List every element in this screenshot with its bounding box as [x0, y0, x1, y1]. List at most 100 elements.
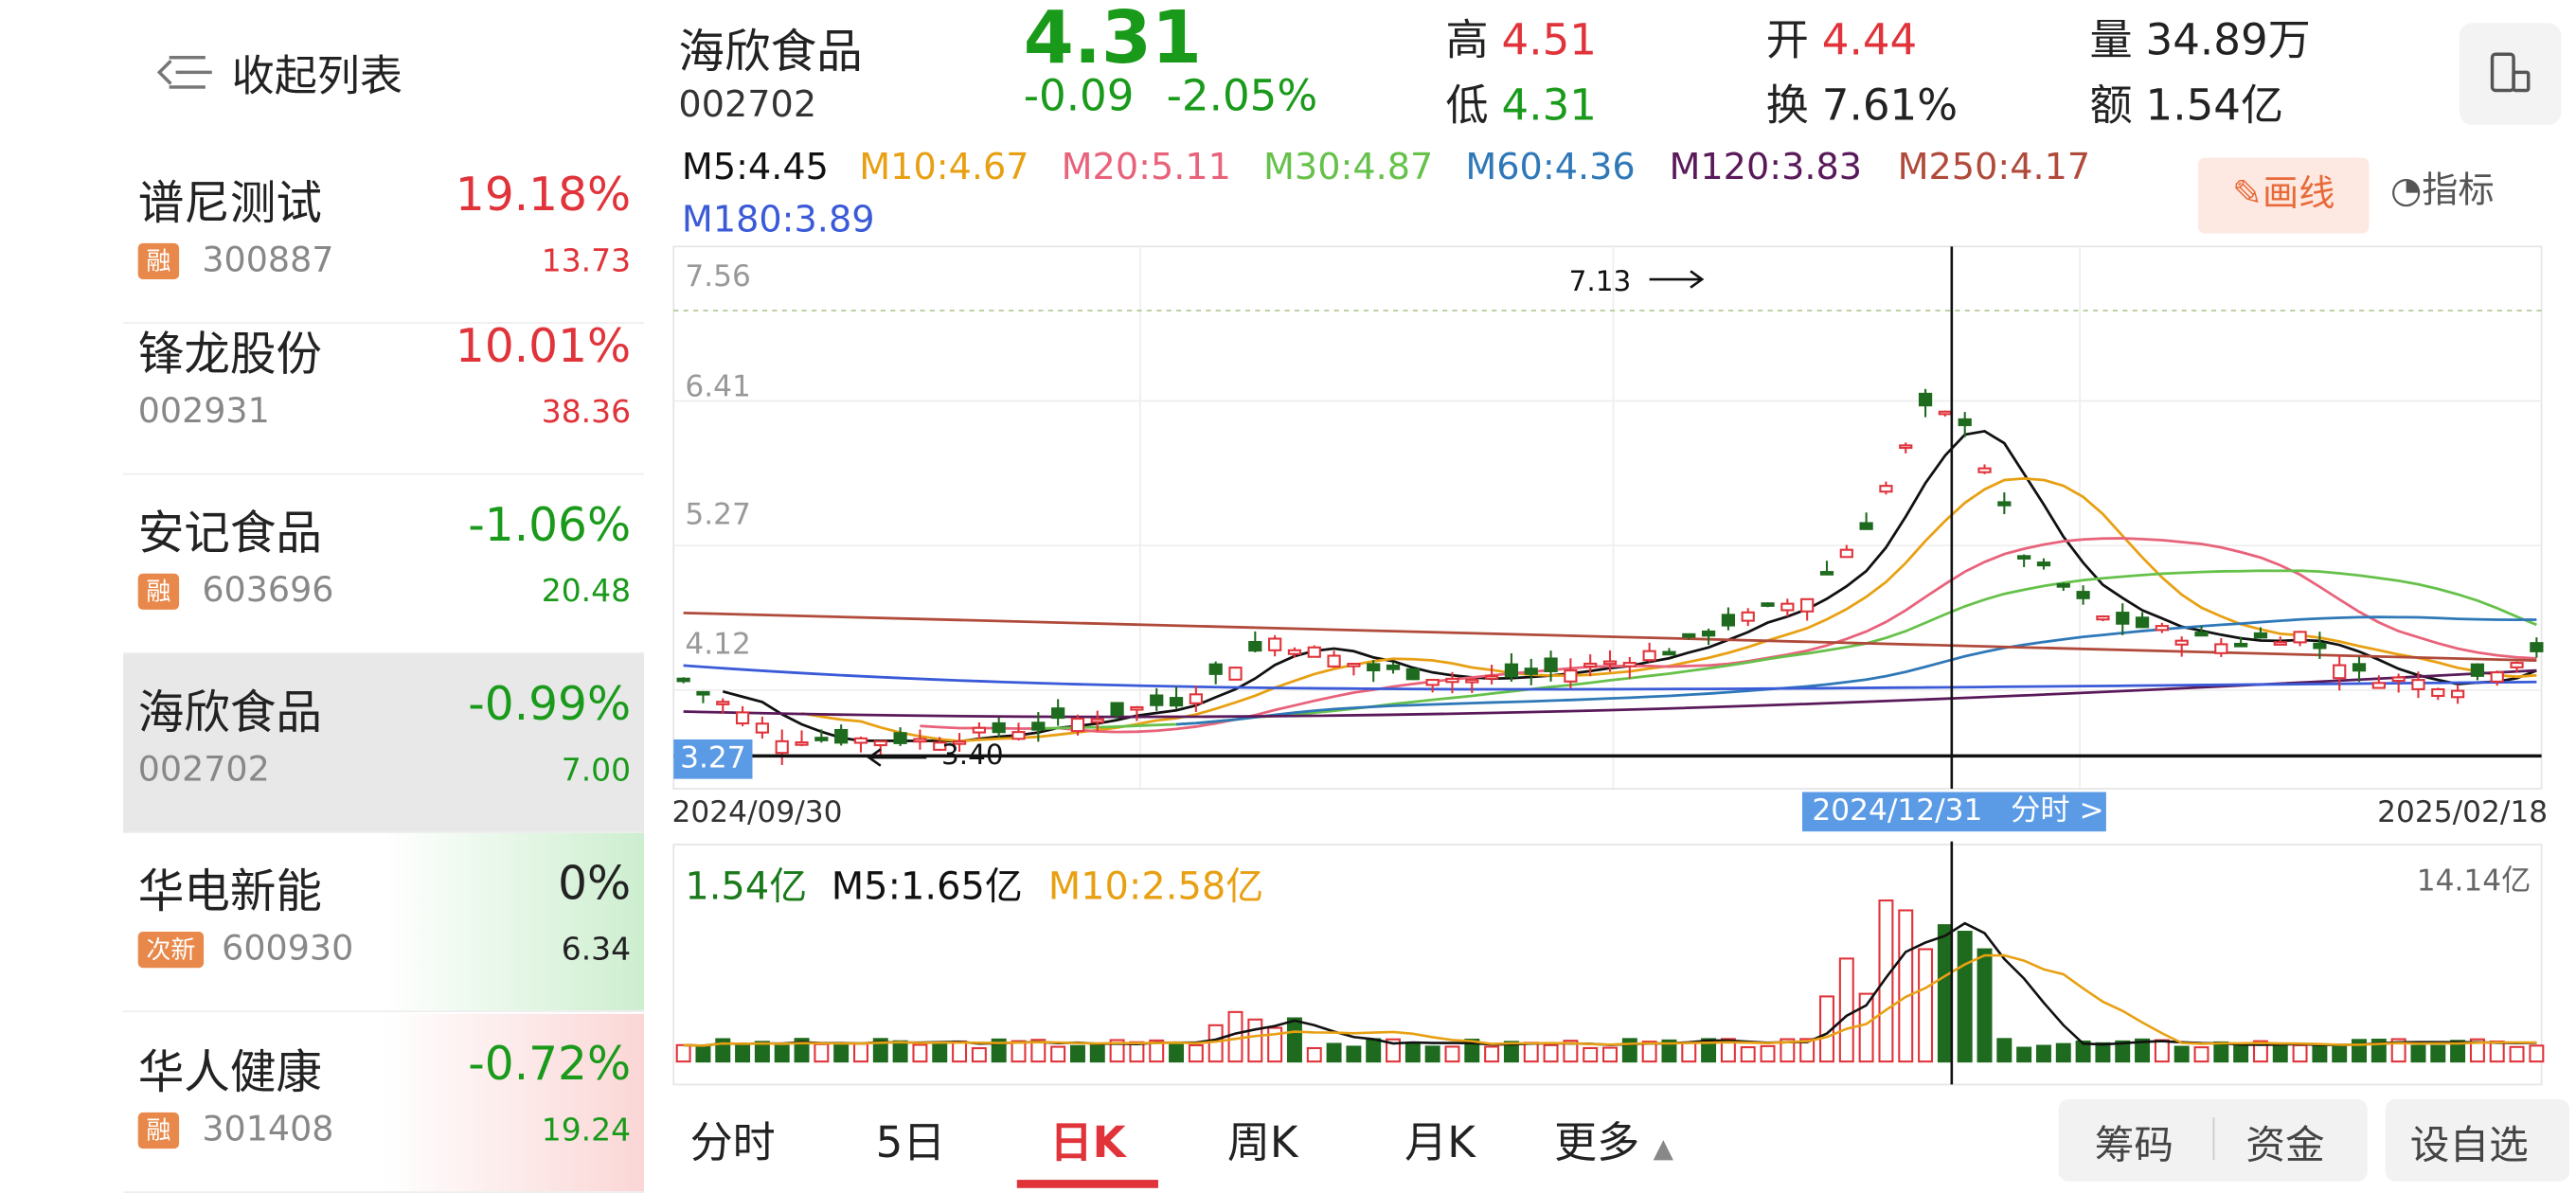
stock-name: 海欣食品	[137, 685, 323, 739]
volume-bar	[1937, 924, 1953, 1063]
candle-body	[755, 722, 770, 734]
candle-body	[1287, 649, 1302, 655]
candle-body	[2214, 643, 2228, 654]
volume-frame	[672, 844, 2543, 1086]
candle-body	[1405, 668, 1420, 681]
add-watchlist-button[interactable]: 设自选	[2409, 1122, 2529, 1168]
tab-more[interactable]: 更多 ▲	[1554, 1109, 1673, 1169]
candle-body	[2431, 687, 2445, 698]
tab-intraday[interactable]: 分时	[689, 1118, 776, 1168]
candle-body	[1879, 485, 1893, 493]
volume-bar	[2390, 1038, 2406, 1063]
volume-bar	[774, 1044, 790, 1063]
volume-bar	[1523, 1042, 1539, 1063]
candle-body	[775, 739, 789, 755]
stock-name: 安记食品	[137, 506, 323, 561]
candle-body	[1347, 663, 1361, 668]
candle-body	[1662, 650, 1676, 656]
orientation-button[interactable]	[2459, 23, 2562, 125]
stock-list-item[interactable]: 谱尼测试 19.18% 融 300887 13.73	[123, 145, 645, 324]
volume-bar	[952, 1040, 968, 1063]
tab-daily-k[interactable]: 日K	[1049, 1118, 1126, 1168]
candle-body	[2076, 591, 2090, 599]
stock-list-item[interactable]: 海欣食品 -0.99% 002702 7.00	[123, 653, 645, 833]
candle-body	[873, 739, 887, 747]
current-price: 4.31	[1023, 0, 1203, 81]
volume-bar	[814, 1042, 830, 1063]
pencil-icon: ✎	[2232, 173, 2263, 216]
volume-bar	[1996, 1038, 2012, 1063]
selected-date-tag[interactable]: 2024/12/31 分时 >	[1801, 792, 2106, 832]
volume-bar	[1188, 1043, 1204, 1063]
candle-body	[1977, 467, 1992, 473]
stock-code: 300887	[202, 240, 334, 280]
volume-bar	[1799, 1038, 1816, 1063]
tab-5day[interactable]: 5日	[875, 1118, 946, 1168]
volume-bar	[2154, 1039, 2170, 1063]
candle-body	[1268, 637, 1282, 651]
funds-button[interactable]: 资金	[2245, 1122, 2325, 1168]
chips-button[interactable]: 筹码	[2094, 1122, 2174, 1168]
candle-body	[1248, 641, 1262, 652]
rotate-device-icon	[2490, 52, 2531, 93]
kline-chart[interactable]	[644, 230, 2576, 854]
tab-weekly-k[interactable]: 周K	[1226, 1118, 1298, 1168]
candle-body	[1110, 702, 1124, 717]
volume-bar	[735, 1043, 751, 1063]
candlesticks	[676, 388, 2544, 765]
volume-bar	[1898, 909, 1914, 1063]
volume-stat: 量 34.89万	[2089, 16, 2311, 66]
stock-list-item[interactable]: 安记食品 -1.06% 融 603696 20.48	[123, 475, 645, 654]
candle-body	[2333, 664, 2347, 680]
intraday-link[interactable]: 分时 >	[2011, 793, 2104, 828]
y-tick-label: 5.27	[685, 497, 751, 533]
volume-bar	[1286, 1017, 1302, 1063]
volume-bar	[1681, 1042, 1697, 1063]
volume-bar	[991, 1038, 1007, 1063]
volume-bar	[2135, 1038, 2151, 1063]
volume-bar	[2252, 1040, 2268, 1063]
volume-bar	[2509, 1045, 2525, 1063]
indicator-button[interactable]: ◔指标	[2390, 161, 2495, 214]
candle-body	[1741, 611, 1755, 622]
stock-list-item[interactable]: 华人健康 -0.72% 融 301408 19.24	[123, 1013, 645, 1193]
candle-body	[735, 711, 750, 725]
volume-bar	[1957, 931, 1973, 1063]
y-tick-label: 6.41	[685, 369, 751, 404]
change-pct: -0.72%	[468, 1037, 632, 1092]
candle-body	[2490, 671, 2504, 683]
volume-bar	[2075, 1041, 2091, 1063]
high-arrowhead	[1690, 270, 1705, 289]
stock-price: 20.48	[541, 573, 632, 610]
stock-price: 13.73	[541, 242, 632, 280]
volume-bar	[1346, 1045, 1362, 1063]
candle-body	[1504, 663, 1519, 678]
stock-list-item[interactable]: 锋龙股份 10.01% 002931 38.36	[123, 295, 645, 475]
candle-body	[2036, 561, 2051, 567]
volume-bar	[892, 1040, 908, 1063]
volume-bar	[754, 1041, 770, 1063]
ma-lines	[683, 429, 2537, 743]
candle-body	[1011, 731, 1026, 740]
volume-bar	[2410, 1044, 2426, 1063]
volume-bar	[1050, 1045, 1066, 1063]
gauge-icon: ◔	[2389, 170, 2423, 212]
candle-body	[2135, 616, 2150, 629]
stock-list-item[interactable]: 华电新能 0% 次新 600930 6.34	[123, 832, 645, 1013]
volume-bar	[1838, 957, 1854, 1063]
volume-bar	[2489, 1040, 2505, 1063]
candle-body	[1564, 669, 1578, 683]
volume-bar	[1621, 1038, 1637, 1063]
tab-monthly-k[interactable]: 月K	[1404, 1118, 1476, 1168]
candle-body	[1445, 677, 1459, 684]
date-start: 2024/09/30	[671, 794, 843, 830]
candle-body	[1051, 707, 1065, 720]
draw-line-button[interactable]: ✎画线	[2198, 157, 2370, 234]
ma-legend-item: M250:4.17	[1897, 148, 2091, 189]
candle-body	[1189, 693, 1203, 704]
candle-body	[2194, 632, 2209, 637]
volume-bar	[794, 1038, 810, 1063]
collapse-list-button[interactable]: 收起列表	[156, 40, 402, 105]
candle-body	[2470, 663, 2485, 677]
volume-bar	[1760, 1044, 1776, 1063]
